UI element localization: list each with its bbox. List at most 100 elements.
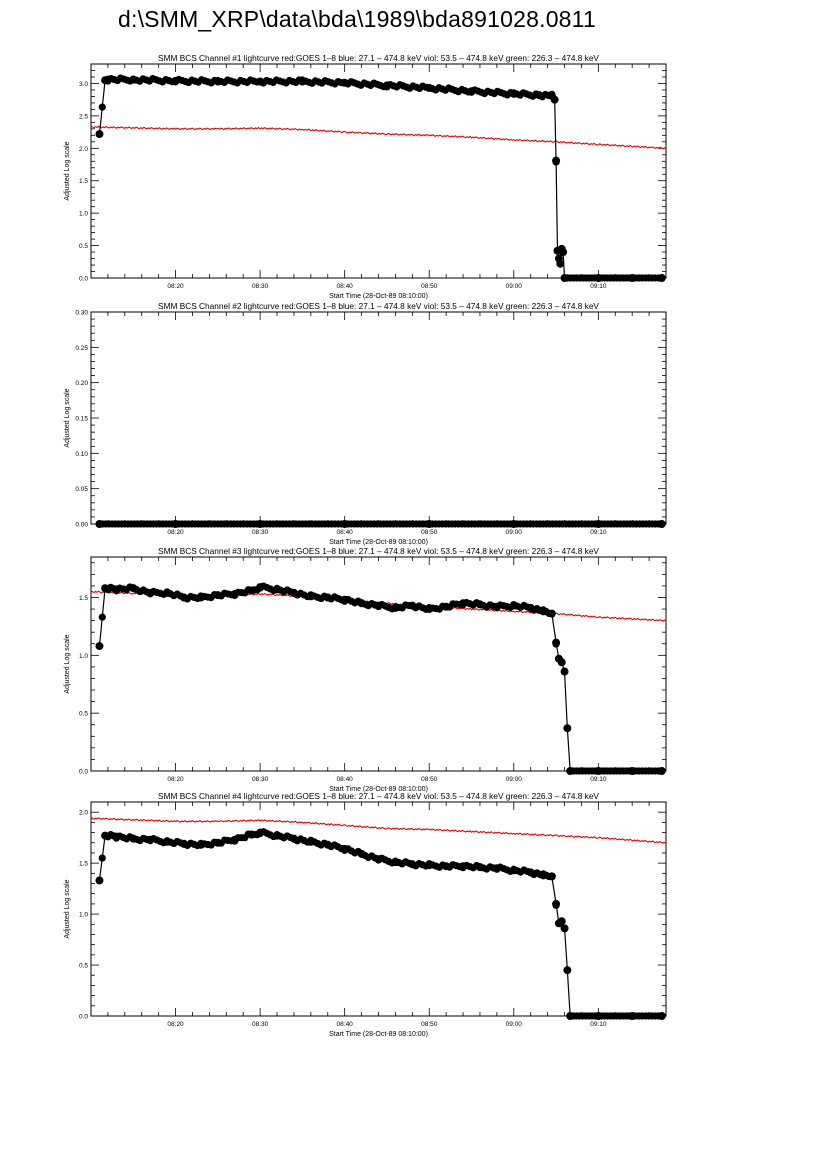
x-tick-label: 09:10: [590, 529, 607, 536]
data-point: [273, 585, 282, 594]
data-point: [323, 840, 332, 849]
x-tick-label: 08:30: [252, 776, 269, 783]
data-point: [129, 75, 138, 84]
data-point: [547, 609, 556, 618]
y-tick-label: 0.25: [75, 345, 88, 352]
data-point: [340, 78, 349, 87]
data-point: [298, 77, 307, 86]
chart-panel-4: SMM BCS Channel #4 lightcurve red:GOES 1…: [64, 791, 667, 1038]
data-point: [560, 274, 569, 282]
data-point: [196, 840, 205, 849]
page-title: d:\SMM_XRP\data\bda\1989\bda891028.0811: [118, 6, 596, 32]
data-point: [628, 767, 637, 775]
data-point: [213, 838, 222, 847]
y-tick-label: 1.5: [79, 178, 88, 185]
chart-title: SMM BCS Channel #4 lightcurve red:GOES 1…: [158, 791, 599, 801]
y-tick-label: 1.0: [79, 912, 88, 919]
y-tick-label: 0.5: [79, 963, 88, 970]
y-tick-label: 0.5: [79, 243, 88, 250]
data-point: [112, 832, 121, 841]
y-tick-label: 0.5: [79, 711, 88, 718]
data-point: [657, 1012, 666, 1020]
y-tick-label: 0.0: [79, 769, 88, 776]
y-tick-label: 0.0: [79, 276, 88, 283]
data-point: [146, 588, 155, 597]
data-point: [340, 595, 349, 604]
y-tick-label: 3.0: [79, 81, 88, 88]
x-axis-label: Start Time (28-Oct-89 08:10:00): [329, 539, 428, 546]
chart-title: SMM BCS Channel #2 lightcurve red:GOES 1…: [158, 301, 599, 311]
data-point: [559, 248, 568, 257]
data-point: [256, 77, 265, 86]
y-axis-label: Adjusted Log scale: [64, 141, 71, 200]
data-point: [256, 520, 265, 528]
y-tick-label: 0.05: [75, 486, 88, 493]
x-tick-label: 08:40: [337, 283, 354, 290]
data-point: [563, 724, 572, 733]
plot-frame: [90, 63, 667, 279]
chart-panel-1: SMM BCS Channel #1 lightcurve red:GOES 1…: [64, 53, 667, 300]
data-point: [196, 593, 205, 602]
data-point: [163, 588, 172, 597]
x-axis-label: Start Time (28-Oct-89 08:10:00): [329, 1031, 428, 1038]
y-tick-label: 1.0: [79, 653, 88, 660]
series-line-bcs: [98, 586, 662, 772]
data-point: [425, 861, 434, 870]
x-tick-label: 09:10: [590, 283, 607, 290]
y-axis-label: Adjusted Log scale: [64, 388, 71, 447]
data-point: [539, 607, 548, 616]
data-point: [526, 868, 535, 877]
data-point: [492, 864, 501, 873]
x-tick-label: 08:20: [167, 776, 184, 783]
x-tick-label: 09:00: [506, 776, 523, 783]
data-point: [163, 837, 172, 846]
data-point: [475, 863, 484, 872]
y-tick-label: 1.0: [79, 211, 88, 218]
data-point: [180, 593, 189, 602]
data-point: [101, 831, 110, 840]
data-point: [171, 76, 180, 85]
data-point: [95, 520, 104, 528]
plot-frame: [90, 801, 667, 1017]
data-point: [425, 83, 434, 92]
series-line-goes: [90, 125, 667, 150]
data-point: [112, 585, 121, 594]
data-point: [391, 858, 400, 867]
x-tick-label: 08:50: [421, 283, 438, 290]
data-point: [552, 899, 561, 908]
data-point: [171, 520, 180, 528]
chart-title: SMM BCS Channel #1 lightcurve red:GOES 1…: [158, 53, 599, 63]
data-point: [391, 603, 400, 612]
y-tick-label: 1.5: [79, 861, 88, 868]
data-point: [247, 830, 256, 839]
series-line-bcs: [98, 78, 662, 279]
data-point: [566, 767, 575, 775]
x-tick-label: 08:20: [167, 529, 184, 536]
data-point: [273, 831, 282, 840]
x-tick-label: 08:50: [421, 776, 438, 783]
data-point: [213, 591, 222, 600]
data-point: [129, 584, 138, 593]
data-point: [101, 584, 110, 593]
x-tick-label: 09:00: [506, 529, 523, 536]
chart-panel-2: SMM BCS Channel #2 lightcurve red:GOES 1…: [64, 301, 667, 546]
data-point: [98, 613, 106, 621]
data-point: [628, 1012, 637, 1020]
x-tick-label: 08:30: [252, 1021, 269, 1028]
data-point: [560, 667, 569, 676]
x-tick-label: 08:30: [252, 283, 269, 290]
chart-title: SMM BCS Channel #3 lightcurve red:GOES 1…: [158, 546, 599, 556]
data-point: [103, 75, 112, 84]
data-point: [657, 520, 666, 528]
data-point: [557, 658, 566, 667]
y-tick-label: 0.00: [75, 522, 88, 529]
data-point: [560, 924, 569, 933]
data-point: [289, 834, 298, 843]
data-point: [408, 860, 417, 869]
y-tick-label: 2.0: [79, 146, 88, 153]
data-point: [247, 586, 256, 595]
data-point: [374, 855, 383, 864]
x-tick-label: 09:00: [506, 283, 523, 290]
data-point: [180, 839, 189, 848]
